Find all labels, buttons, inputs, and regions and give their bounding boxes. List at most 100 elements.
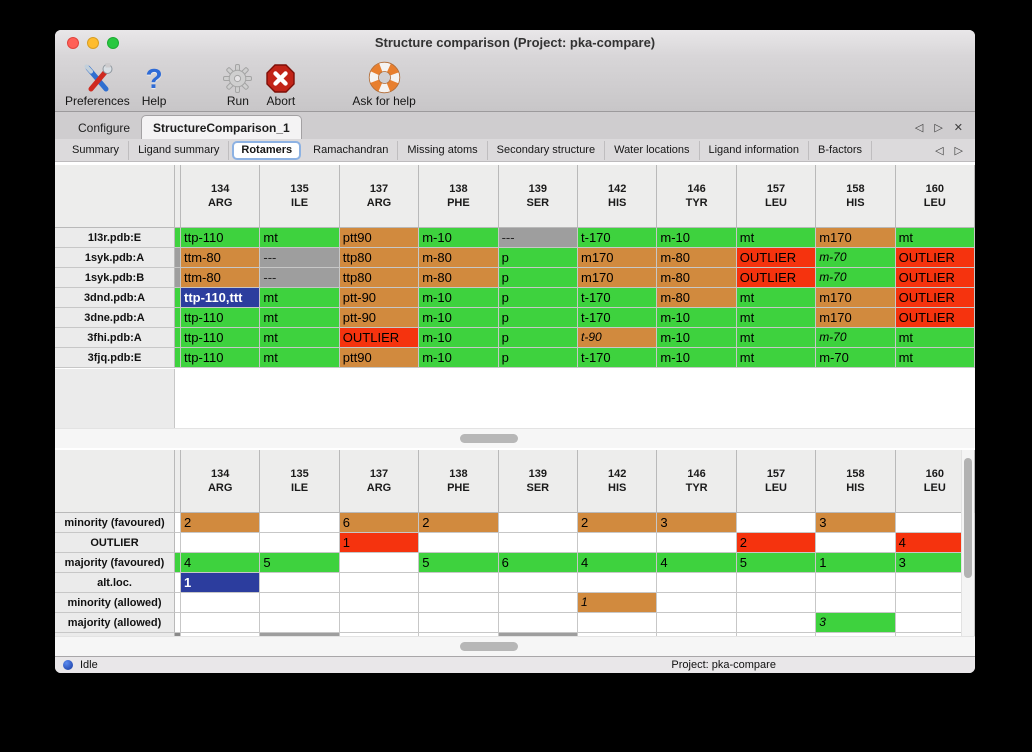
subtab-ligand-information[interactable]: Ligand information bbox=[700, 140, 810, 160]
table-cell[interactable] bbox=[895, 593, 975, 613]
table-cell[interactable]: 1 bbox=[339, 533, 420, 553]
table-cell[interactable]: 2 bbox=[578, 513, 658, 533]
column-header[interactable]: 135 ILE bbox=[260, 450, 340, 513]
table-cell[interactable]: OUTLIER bbox=[895, 288, 975, 308]
table-cell[interactable]: m-10 bbox=[657, 348, 737, 368]
table-cell[interactable]: p bbox=[498, 288, 578, 308]
scrollbar-thumb[interactable] bbox=[459, 642, 518, 651]
table-cell[interactable] bbox=[419, 613, 499, 633]
table-cell[interactable] bbox=[816, 593, 896, 613]
table-cell[interactable]: m-10 bbox=[419, 348, 499, 368]
table-cell[interactable]: mt bbox=[895, 328, 975, 348]
tab-structurecomparison-1[interactable]: StructureComparison_1 bbox=[141, 115, 302, 139]
bottom-horizontal-scrollbar[interactable] bbox=[55, 636, 975, 656]
table-cell[interactable]: OUTLIER bbox=[339, 328, 420, 348]
table-cell[interactable]: --- bbox=[498, 228, 578, 248]
table-cell[interactable]: m170 bbox=[578, 268, 658, 288]
table-cell[interactable]: mt bbox=[260, 328, 340, 348]
table-cell[interactable]: ttp80 bbox=[339, 248, 420, 268]
table-cell[interactable]: mt bbox=[736, 328, 817, 348]
table-cell[interactable]: 5 bbox=[260, 553, 340, 573]
table-cell[interactable] bbox=[339, 553, 420, 573]
table-cell[interactable]: t-170 bbox=[578, 288, 658, 308]
column-header[interactable]: 142 HIS bbox=[578, 450, 658, 513]
column-header[interactable]: 157 LEU bbox=[736, 165, 817, 228]
row-header[interactable]: majority (favoured) bbox=[55, 553, 175, 573]
table-cell[interactable] bbox=[657, 593, 737, 613]
table-cell[interactable]: m-80 bbox=[419, 268, 499, 288]
table-cell[interactable]: mt bbox=[260, 228, 340, 248]
table-cell[interactable] bbox=[578, 613, 658, 633]
top-horizontal-scrollbar[interactable] bbox=[55, 428, 975, 448]
table-cell[interactable]: 1 bbox=[578, 593, 658, 613]
table-cell[interactable]: OUTLIER bbox=[895, 308, 975, 328]
table-cell[interactable] bbox=[181, 593, 261, 613]
subtab-secondary-structure[interactable]: Secondary structure bbox=[488, 140, 606, 160]
table-cell[interactable]: 5 bbox=[736, 553, 817, 573]
table-cell[interactable] bbox=[895, 573, 975, 593]
table-cell[interactable]: OUTLIER bbox=[895, 248, 975, 268]
table-cell[interactable]: m-10 bbox=[657, 308, 737, 328]
row-header[interactable]: 3dnd.pdb:A bbox=[55, 288, 175, 308]
row-header[interactable]: minority (favoured) bbox=[55, 513, 175, 533]
subtab-missing-atoms[interactable]: Missing atoms bbox=[398, 140, 488, 160]
table-cell[interactable]: ttm-80 bbox=[181, 248, 261, 268]
table-cell[interactable]: mt bbox=[736, 308, 817, 328]
title-bar[interactable]: Structure comparison (Project: pka-compa… bbox=[55, 30, 975, 57]
table-cell[interactable]: 3 bbox=[657, 513, 737, 533]
table-cell[interactable]: m-80 bbox=[657, 288, 737, 308]
table-cell[interactable]: p bbox=[498, 328, 578, 348]
subtab-scroll-right-icon[interactable]: ▷ bbox=[954, 144, 963, 157]
table-cell[interactable] bbox=[816, 533, 896, 553]
table-cell[interactable]: p bbox=[498, 308, 578, 328]
column-header[interactable]: 134 ARG bbox=[181, 450, 261, 513]
subtab-rotamers[interactable]: Rotamers bbox=[232, 140, 302, 160]
row-header[interactable]: 1syk.pdb:A bbox=[55, 248, 175, 268]
table-cell[interactable] bbox=[498, 533, 578, 553]
table-cell[interactable]: ttp-110 bbox=[181, 308, 261, 328]
row-header[interactable]: 3fjq.pdb:E bbox=[55, 348, 175, 368]
column-header[interactable]: 158 HIS bbox=[816, 450, 896, 513]
column-header[interactable]: 142 HIS bbox=[578, 165, 658, 228]
table-cell[interactable]: m170 bbox=[578, 248, 658, 268]
subtab-ligand-summary[interactable]: Ligand summary bbox=[129, 140, 230, 160]
table-cell[interactable]: 1 bbox=[816, 553, 896, 573]
table-cell[interactable] bbox=[498, 613, 578, 633]
table-cell[interactable]: m-70 bbox=[816, 328, 896, 348]
table-cell[interactable]: m-70 bbox=[816, 348, 896, 368]
row-header[interactable]: majority (allowed) bbox=[55, 613, 175, 633]
column-header[interactable]: 139 SER bbox=[498, 450, 578, 513]
table-cell[interactable]: m-10 bbox=[419, 228, 499, 248]
table-cell[interactable] bbox=[498, 513, 578, 533]
table-cell[interactable]: OUTLIER bbox=[895, 268, 975, 288]
table-cell[interactable]: 4 bbox=[578, 553, 658, 573]
subtab-ramachandran[interactable]: Ramachandran bbox=[304, 140, 399, 160]
table-cell[interactable]: mt bbox=[895, 348, 975, 368]
zoom-window-button[interactable] bbox=[107, 37, 119, 49]
table-cell[interactable]: p bbox=[498, 268, 578, 288]
table-cell[interactable]: m170 bbox=[816, 288, 896, 308]
tab-scroll-right-icon[interactable]: ▷ bbox=[934, 122, 943, 134]
table-cell[interactable] bbox=[736, 513, 817, 533]
table-cell[interactable]: mt bbox=[895, 228, 975, 248]
close-window-button[interactable] bbox=[67, 37, 79, 49]
table-cell[interactable] bbox=[498, 593, 578, 613]
run-button[interactable]: Run bbox=[222, 61, 253, 109]
table-cell[interactable]: OUTLIER bbox=[736, 268, 817, 288]
table-cell[interactable] bbox=[181, 613, 261, 633]
table-cell[interactable] bbox=[419, 593, 499, 613]
table-cell[interactable] bbox=[181, 533, 261, 553]
row-header[interactable]: 3fhi.pdb:A bbox=[55, 328, 175, 348]
table-cell[interactable]: m-70 bbox=[816, 268, 896, 288]
column-header[interactable]: 146 TYR bbox=[657, 165, 737, 228]
table-cell[interactable]: mt bbox=[736, 228, 817, 248]
table-cell[interactable]: ttp80 bbox=[339, 268, 420, 288]
table-cell[interactable]: 2 bbox=[181, 513, 261, 533]
row-header[interactable]: OUTLIER bbox=[55, 533, 175, 553]
tab-scroll-left-icon[interactable]: ◁ bbox=[914, 122, 924, 134]
row-header[interactable]: 1syk.pdb:B bbox=[55, 268, 175, 288]
table-cell[interactable]: t-90 bbox=[578, 328, 658, 348]
table-cell[interactable]: ptt90 bbox=[339, 348, 420, 368]
column-header[interactable]: 158 HIS bbox=[816, 165, 896, 228]
table-cell[interactable] bbox=[736, 593, 817, 613]
